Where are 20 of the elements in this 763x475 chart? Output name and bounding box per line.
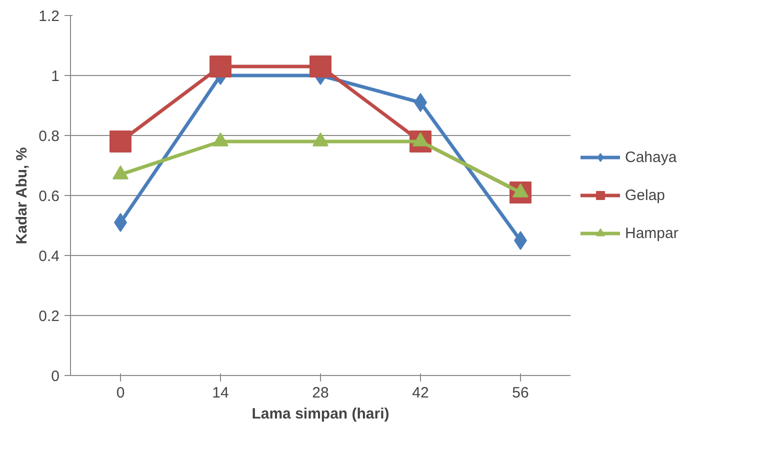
y-tick-label: 0.4	[38, 248, 60, 265]
x-tick-label: 14	[212, 384, 229, 402]
y-tick-label: 1.2	[38, 8, 60, 25]
x-tick-label: 56	[512, 384, 529, 402]
y-tick-label: 0.6	[38, 188, 60, 205]
x-tick-label: 28	[312, 384, 329, 402]
y-axis-title: Kadar Abu, %	[14, 147, 31, 244]
x-tick-label: 42	[412, 384, 429, 402]
y-tick-label: 0.8	[38, 128, 60, 145]
y-tick-label: 1	[51, 68, 60, 85]
point	[210, 56, 232, 78]
point	[310, 56, 332, 78]
x-tick-label: 0	[116, 384, 125, 402]
point	[110, 130, 132, 152]
legend-label: Cahaya	[625, 148, 677, 166]
y-tick-label: 0.2	[38, 308, 60, 325]
legend-label: Hampar	[625, 224, 678, 242]
legend-label: Gelap	[625, 186, 666, 204]
y-tick-label: 0	[51, 368, 60, 385]
x-axis-title: Lama simpan (hari)	[252, 406, 390, 422]
